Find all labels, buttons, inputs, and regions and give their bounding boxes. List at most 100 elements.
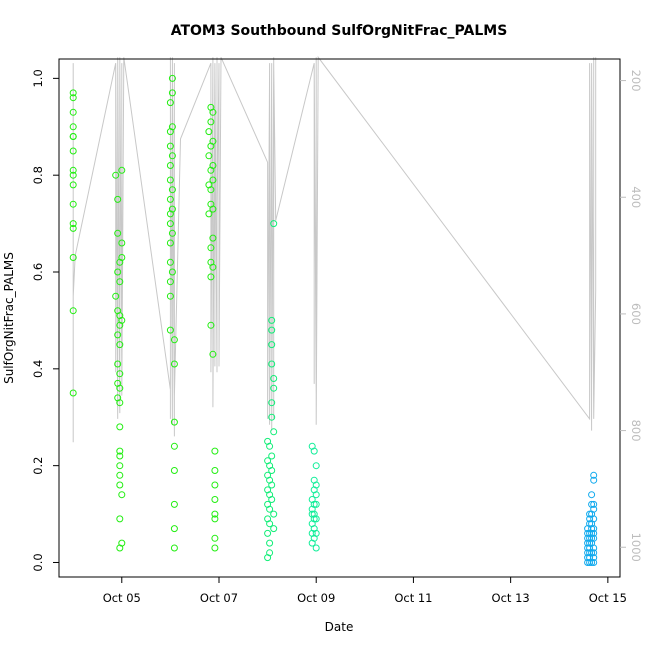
data-point: [166, 99, 174, 107]
data-point: [268, 399, 276, 407]
data-point: [590, 500, 598, 508]
data-point: [209, 350, 217, 358]
data-point: [170, 442, 178, 450]
data-point: [166, 239, 174, 247]
x-tick-label: Oct 05: [103, 591, 141, 605]
data-point: [209, 234, 217, 242]
data-point: [69, 220, 77, 228]
data-point: [590, 525, 598, 533]
data-point: [586, 510, 594, 518]
y2-tick-label: 600: [629, 303, 643, 325]
x-tick-label: Oct 07: [200, 591, 238, 605]
data-point: [116, 423, 124, 431]
data-point: [166, 292, 174, 300]
data-point: [69, 147, 77, 155]
data-point: [590, 559, 598, 566]
data-point: [116, 447, 124, 455]
data-point: [114, 229, 122, 237]
data-point: [207, 244, 215, 252]
data-point: [69, 123, 77, 131]
x-tick-label: Oct 09: [297, 591, 335, 605]
data-point: [170, 360, 178, 368]
data-point: [168, 152, 176, 160]
data-point: [590, 515, 598, 523]
data-point: [586, 559, 594, 566]
data-point: [116, 452, 124, 460]
data-point: [170, 525, 178, 533]
data-point: [166, 326, 174, 334]
data-point: [312, 481, 320, 489]
data-point: [170, 418, 178, 426]
data-point: [168, 268, 176, 276]
data-point: [166, 278, 174, 286]
x-axis: Oct 05 Oct 07 Oct 09 Oct 11 Oct 13 Oct 15: [103, 577, 627, 605]
data-point: [211, 510, 219, 518]
y-tick-label: 1.0: [31, 69, 45, 87]
data-point: [69, 133, 77, 140]
data-point: [114, 360, 122, 368]
data-point: [270, 510, 278, 518]
data-point: [268, 496, 276, 503]
data-point: [211, 447, 219, 455]
data-point: [116, 370, 124, 378]
data-point: [116, 515, 124, 523]
data-point: [590, 534, 598, 542]
data-point: [116, 471, 124, 479]
data-point: [588, 491, 596, 499]
y-axis-label: SulfOrgNitFrac_PALMS: [2, 252, 16, 384]
y2-tick-label: 1000: [629, 533, 643, 562]
y2-tick-label: 800: [629, 420, 643, 442]
data-point: [118, 166, 126, 174]
data-point: [312, 491, 320, 499]
data-point: [590, 549, 598, 557]
data-point: [166, 176, 174, 184]
data-point: [69, 181, 77, 189]
data-point: [590, 505, 598, 513]
data-point: [112, 171, 120, 179]
data-point: [209, 176, 217, 184]
data-point: [207, 186, 215, 194]
data-point: [268, 413, 276, 421]
data-point: [168, 229, 176, 237]
data-point: [69, 94, 77, 102]
data-point: [69, 89, 77, 97]
data-point: [116, 278, 124, 286]
data-point: [114, 195, 122, 203]
altitude-line: [72, 55, 597, 443]
data-point: [116, 481, 124, 489]
data-point: [268, 326, 276, 334]
data-point: [207, 321, 215, 329]
data-point: [168, 186, 176, 194]
data-point: [590, 529, 598, 537]
data-point: [268, 360, 276, 368]
data-point: [166, 162, 174, 169]
x-tick-label: Oct 11: [394, 591, 432, 605]
data-point: [69, 108, 77, 116]
data-point: [268, 316, 276, 324]
data-point: [268, 481, 276, 489]
data-point: [118, 491, 126, 499]
data-point: [69, 307, 77, 315]
data-point: [166, 220, 174, 228]
data-point: [207, 273, 215, 281]
data-point: [209, 137, 217, 145]
data-point: [116, 399, 124, 407]
data-point: [69, 166, 77, 174]
data-point: [69, 224, 77, 232]
data-point: [312, 529, 320, 537]
data-point: [205, 210, 213, 218]
data-point: [312, 500, 320, 508]
data-point: [118, 539, 126, 547]
data-point: [590, 476, 598, 484]
data-point: [69, 171, 77, 179]
y2-axis: 200 400 600 800 1000: [620, 70, 643, 562]
data-point: [590, 544, 598, 552]
y-axis: 0.0 0.2 0.4 0.6 0.8 1.0: [31, 69, 59, 572]
data-point: [209, 263, 217, 271]
data-point: [266, 549, 274, 557]
data-point: [270, 525, 278, 533]
data-point: [209, 205, 217, 213]
data-point: [268, 467, 276, 474]
y2-tick-label: 400: [629, 186, 643, 208]
